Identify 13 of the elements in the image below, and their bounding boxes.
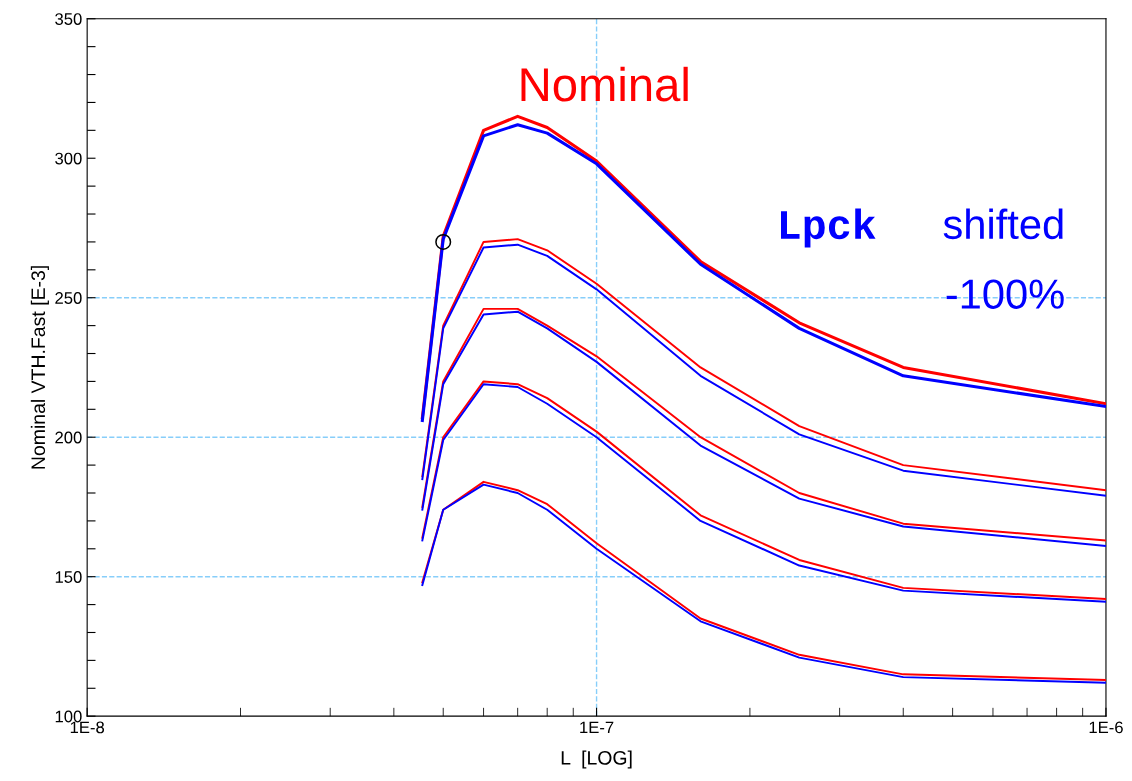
y-tick-label: 200 <box>55 431 82 444</box>
annotation: Nominal <box>521 66 688 102</box>
x-tick-label: 1E-8 <box>70 721 105 734</box>
x-tick-label: 1E-6 <box>1089 721 1123 734</box>
x-tick-label: 1E-7 <box>580 721 614 734</box>
y-axis-title: Nominal VTH.Fast [E-3] <box>30 266 49 469</box>
x-axis-title: L [LOG] <box>561 750 632 769</box>
y-tick-label: 150 <box>55 571 82 583</box>
text: Lpck shifted -100% <box>781 208 1064 309</box>
y-tick-label: 300 <box>55 152 82 165</box>
y-tick-label: 350 <box>55 13 82 25</box>
y-tick-label: 100 <box>55 710 82 723</box>
y-tick-label: 250 <box>55 292 82 304</box>
